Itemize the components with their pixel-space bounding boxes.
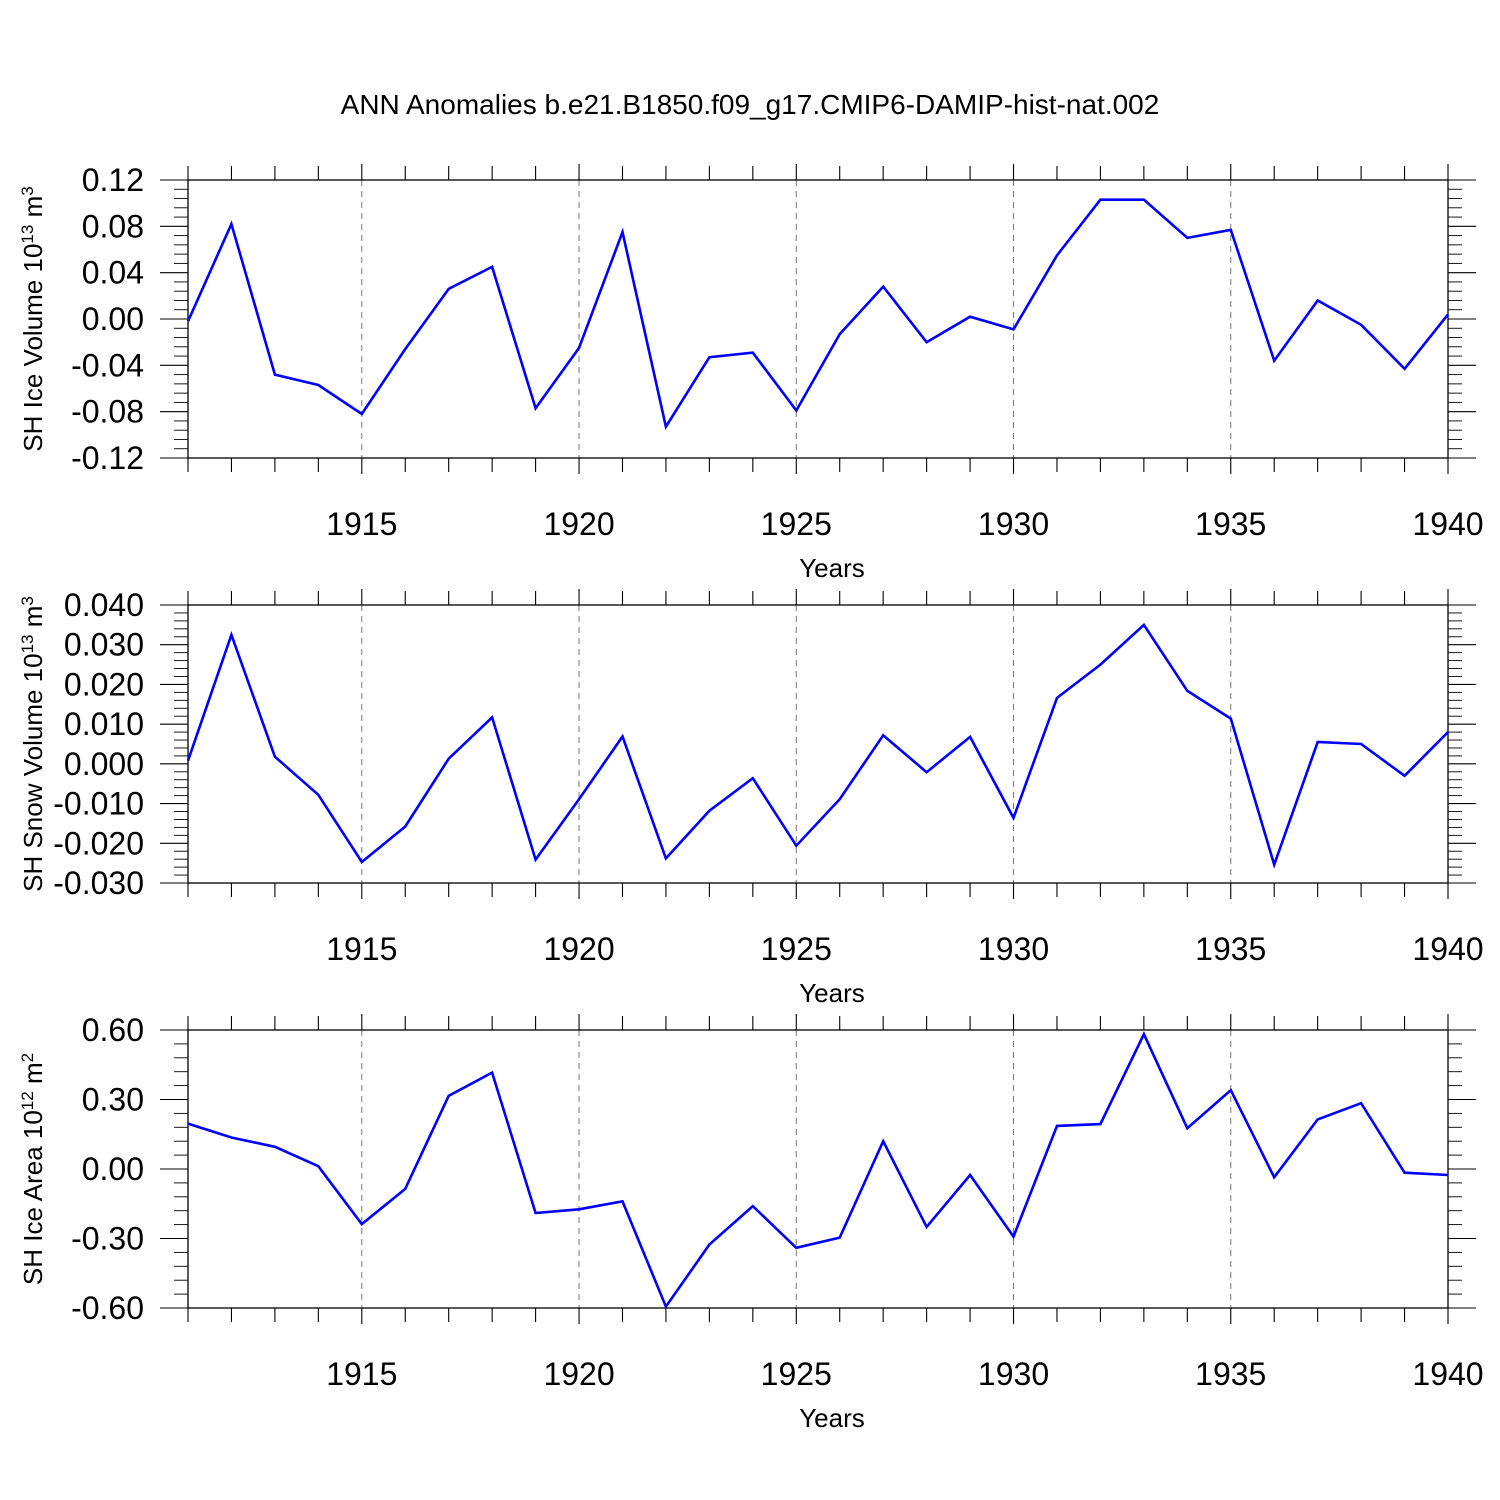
plot-frame — [187, 604, 1449, 884]
x-tick-label: 1935 — [1195, 1356, 1266, 1392]
x-tick-label: 1935 — [1195, 931, 1266, 967]
x-axis-title: Years — [799, 978, 865, 1008]
x-tick-label: 1930 — [978, 931, 1049, 967]
y-tick-label: 0.12 — [82, 162, 144, 198]
x-tick-label: 1915 — [326, 1356, 397, 1392]
y-tick-label: -0.010 — [53, 786, 144, 822]
y-tick-label: -0.60 — [71, 1290, 144, 1326]
x-tick-label: 1920 — [543, 931, 614, 967]
y-tick-label: 0.040 — [64, 587, 144, 623]
x-tick-label: 1940 — [1412, 931, 1483, 967]
x-tick-label: 1920 — [543, 506, 614, 542]
x-tick-label: 1940 — [1412, 1356, 1483, 1392]
x-tick-label: 1920 — [543, 1356, 614, 1392]
y-tick-label: -0.30 — [71, 1221, 144, 1257]
x-tick-label: 1915 — [326, 931, 397, 967]
x-tick-label: 1925 — [761, 506, 832, 542]
x-tick-label: 1915 — [326, 506, 397, 542]
y-tick-label: 0.08 — [82, 208, 144, 244]
plot-frame — [187, 1029, 1449, 1309]
x-axis-title: Years — [799, 553, 865, 583]
x-tick-label: 1930 — [978, 506, 1049, 542]
y-tick-label: 0.010 — [64, 706, 144, 742]
y-tick-label: -0.08 — [71, 394, 144, 430]
series-line — [186, 622, 1449, 869]
y-tick-label: 0.00 — [82, 301, 144, 337]
panel-2: 1915 1920 1925 1930 1935 1940Years0.0400.0300… — [18, 587, 1484, 1008]
x-tick-label: 1930 — [978, 1356, 1049, 1392]
y-axis-title: SH Snow Volume 1013 m3 — [18, 596, 49, 892]
series-line — [186, 198, 1450, 431]
y-tick-label: 0.020 — [64, 666, 144, 702]
y-tick-label: 0.000 — [64, 746, 144, 782]
y-tick-label: -0.04 — [71, 347, 144, 383]
panel-1: 1915 1920 1925 1930 1935 1940 Years 0.12 0.08 0.0… — [18, 162, 1484, 583]
y-tick-label: 0.030 — [64, 627, 144, 663]
series-line — [187, 1031, 1449, 1310]
y-axis-title: SH Ice Volume 1013 m3 — [18, 186, 49, 451]
x-axis-title: Years — [799, 1403, 865, 1433]
y-tick-label: 0.04 — [82, 255, 144, 291]
y-tick-label: 0.30 — [82, 1082, 144, 1118]
y-tick-label: -0.12 — [71, 440, 144, 476]
panel-3: 1915 1920 1925 1930 1935 1940 Years 0.60 0.30 0.0… — [18, 1012, 1484, 1433]
x-tick-label: 1935 — [1195, 506, 1266, 542]
x-tick-label: 1940 — [1412, 506, 1483, 542]
y-tick-label: -0.020 — [53, 825, 144, 861]
plot-frame — [187, 179, 1449, 459]
x-tick-label: 1925 — [761, 1356, 832, 1392]
y-tick-label: -0.030 — [53, 865, 144, 901]
y-axis-title: SH Ice Area 1012 m2 — [18, 1053, 49, 1285]
y-tick-label: 0.60 — [82, 1012, 144, 1048]
figure-title: ANN Anomalies b.e21.B1850.f09_g17.CMIP6-… — [341, 89, 1160, 120]
x-tick-label: 1925 — [761, 931, 832, 967]
y-tick-label: 0.00 — [82, 1151, 144, 1187]
